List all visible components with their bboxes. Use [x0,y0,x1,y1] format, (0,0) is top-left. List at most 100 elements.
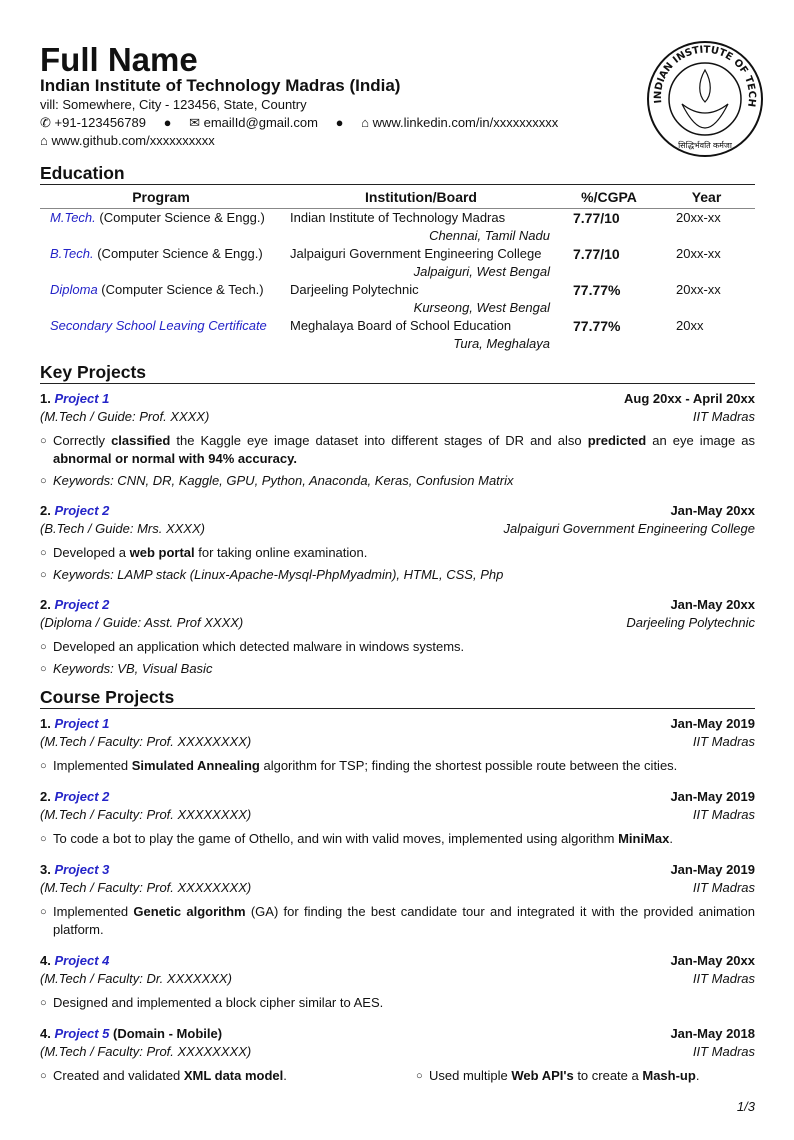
project-title-row: 2. Project 2 Jan-May 20xx [40,502,755,520]
project-title: 2. Project 2 [40,596,109,614]
bullet-text: Keywords: VB, Visual Basic [53,661,213,676]
project-entry: 1. Project 1 Jan-May 2019 (M.Tech / Facult… [40,715,755,775]
project-place: IIT Madras [692,734,755,749]
bullet-list: Developed a web portal for taking online… [40,544,755,584]
project-name-link[interactable]: Project 1 [54,716,110,731]
institution-name: Darjeeling Polytechnic [290,282,419,297]
degree-link[interactable]: M.Tech. [50,210,96,225]
section-heading-education: Education [40,162,755,185]
table-row: M.Tech. (Computer Science & Engg.) Indian… [40,209,755,246]
bullet-item: Implemented Simulated Annealing algorith… [40,757,755,775]
project-title-row: 2. Project 2 Jan-May 2019 [40,788,755,806]
bullet-text: Implemented [53,904,134,919]
column-header: Year [658,186,755,209]
section-heading-key-projects: Key Projects [40,361,755,384]
project-number: 4. [40,953,51,968]
project-name-link[interactable]: Project 4 [54,953,110,968]
bullet-text: an eye image as [646,433,755,448]
project-role: (M.Tech / Faculty: Prof. XXXXXXXX) [40,880,252,895]
project-number: 3. [40,862,51,877]
project-number: 1. [40,391,51,406]
project-name-link[interactable]: Project 2 [54,789,110,804]
linkedin-link[interactable]: www.linkedin.com/in/xxxxxxxxxx [372,115,559,130]
degree-link[interactable]: B.Tech. [50,246,94,261]
bullet-text: Used multiple [429,1068,512,1083]
project-entry: 2. Project 2 Jan-May 20xx (Diploma / Guide… [40,596,755,678]
project-name-link[interactable]: Project 3 [54,862,110,877]
bullet-text: To code a bot to play the game of Othell… [53,831,619,846]
project-title: 1. Project 1 [40,390,109,408]
project-role: (M.Tech / Faculty: Prof. XXXXXXXX) [40,1044,252,1059]
bullet-text: MiniMax [618,831,670,846]
project-place: Jalpaiguri Government Engineering Colleg… [503,521,755,536]
project-entry: 4. Project 5 (Domain - Mobile) Jan-May 20… [40,1025,755,1085]
project-title: 4. Project 5 (Domain - Mobile) [40,1025,222,1043]
bullet-text: Implemented [53,758,132,773]
full-name: Full Name [40,41,198,78]
project-title: 3. Project 3 [40,861,109,879]
bullet-text: Genetic algorithm [133,904,246,919]
project-role-row: (M.Tech / Faculty: Prof. XXXXXXXX) IIT Ma… [40,879,755,897]
section-heading-course-projects: Course Projects [40,686,755,709]
phone-icon: ✆ [40,115,51,130]
program-cell: M.Tech. (Computer Science & Engg.) [40,209,282,246]
project-title: 2. Project 2 [40,502,109,520]
project-place: IIT Madras [692,807,755,822]
year-cell: 20xx-xx [676,246,721,261]
project-name-link[interactable]: Project 1 [54,391,110,406]
bullet-text: to create a [573,1068,643,1083]
project-number: 1. [40,716,51,731]
bullet-item: Used multiple Web API's to create a Mash… [416,1067,755,1085]
project-name-link[interactable]: Project 2 [54,503,110,518]
bullet-item: To code a bot to play the game of Othell… [40,830,755,848]
project-role: (M.Tech / Faculty: Dr. XXXXXXX) [40,971,232,986]
degree-link[interactable]: Diploma [50,282,98,297]
column-header: %/CGPA [560,186,658,209]
github-link[interactable]: www.github.com/xxxxxxxxxx [51,133,215,148]
linkedin-icon: ⌂ [361,115,369,130]
bullet-text: for taking online examination. [194,545,368,560]
project-title-row: 4. Project 5 (Domain - Mobile) Jan-May 20… [40,1025,755,1043]
column-header: Institution/Board [282,186,560,209]
bullet-text: Web API's [511,1068,574,1083]
project-role: (Diploma / Guide: Asst. Prof XXXX) [40,615,244,630]
institution-location: Chennai, Tamil Nadu [429,228,550,243]
project-name-link[interactable]: Project 2 [54,597,110,612]
bullet-item: Implemented Genetic algorithm (GA) for f… [40,903,755,939]
project-name-link[interactable]: Project 5 [54,1026,110,1041]
github-icon: ⌂ [40,133,48,148]
bullet-list: Created and validated XML data model. Use… [40,1067,755,1085]
project-date: Aug 20xx - April 20xx [623,391,755,406]
degree-link[interactable]: Secondary School Leaving Certificate [50,318,267,333]
project-number: 4. [40,1026,51,1041]
bullet-item: Created and validated XML data model. [40,1067,403,1085]
program-cell: Secondary School Leaving Certificate [40,317,282,353]
address: vill: Somewhere, City - 123456, State, C… [40,97,307,112]
bullet-text: Designed and implemented a block cipher … [53,995,384,1010]
project-date: Jan-May 2019 [670,789,755,804]
bullet-text: XML data model [183,1068,284,1083]
institution-cell: Darjeeling Polytechnic Kurseong, West Ben… [282,281,560,317]
envelope-icon: ✉ [189,115,200,130]
project-number: 2. [40,789,51,804]
project-entry: 4. Project 4 Jan-May 20xx (M.Tech / Facult… [40,952,755,1012]
email-link[interactable]: emailId@gmail.com [203,115,318,130]
bullet-text: Simulated Annealing [131,758,260,773]
project-title-row: 1. Project 1 Aug 20xx - April 20xx [40,390,755,408]
project-title-row: 4. Project 4 Jan-May 20xx [40,952,755,970]
institution-name: Indian Institute of Technology Madras [290,210,506,225]
project-title-row: 1. Project 1 Jan-May 2019 [40,715,755,733]
bullet-item: Keywords: CNN, DR, Kaggle, GPU, Python, … [40,472,755,490]
score-cell: 77.77% [573,318,621,334]
year-cell: 20xx-xx [676,282,721,297]
bullet-text: web portal [129,545,195,560]
year-cell: 20xx-xx [676,210,721,225]
course-projects-list: 1. Project 1 Jan-May 2019 (M.Tech / Facult… [40,715,755,1085]
bullet-text: . [695,1068,700,1083]
bullet-text: Mash-up [642,1068,696,1083]
institution-cell: Jalpaiguri Government Engineering Colleg… [282,245,560,281]
bullet-list: Implemented Simulated Annealing algorith… [40,757,755,775]
bullet-text: (GA) for finding the best candidate tour… [53,904,755,937]
bullet-text: abnormal or normal with 94% accuracy. [53,451,297,466]
